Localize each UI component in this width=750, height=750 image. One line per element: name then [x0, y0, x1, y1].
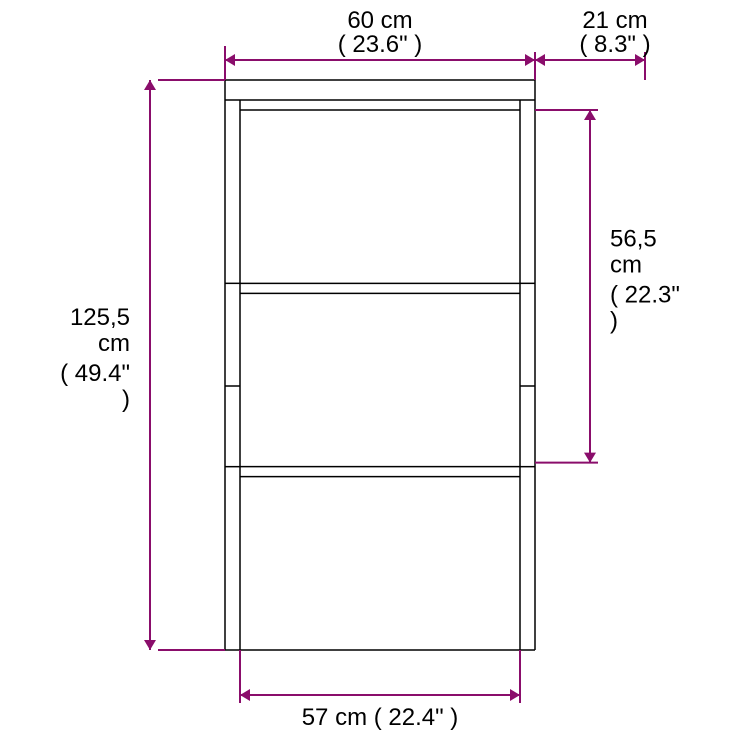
svg-text:125,5cm( 49.4"): 125,5cm( 49.4") [60, 304, 130, 413]
dim-section-right: 56,5cm( 22.3") [535, 110, 680, 463]
dim-depth-top: 21 cm( 8.3" ) [535, 7, 651, 80]
dimension-diagram: 60 cm( 23.6" ) 21 cm( 8.3" ) 125,5cm( 49.4… [0, 0, 750, 750]
svg-text:60 cm( 23.6" ): 60 cm( 23.6" ) [338, 7, 423, 58]
svg-text:57 cm ( 22.4" ): 57 cm ( 22.4" ) [302, 704, 459, 731]
dim-width-bottom: 57 cm ( 22.4" ) [240, 650, 520, 731]
dim-width-top: 60 cm( 23.6" ) [225, 7, 535, 80]
svg-text:21 cm: 21 cm [582, 7, 647, 34]
svg-text:56,5cm( 22.3"): 56,5cm( 22.3") [610, 225, 680, 334]
svg-text:( 8.3" ): ( 8.3" ) [579, 31, 650, 58]
dim-height-left: 125,5cm( 49.4") [60, 80, 225, 650]
cabinet [225, 80, 535, 650]
